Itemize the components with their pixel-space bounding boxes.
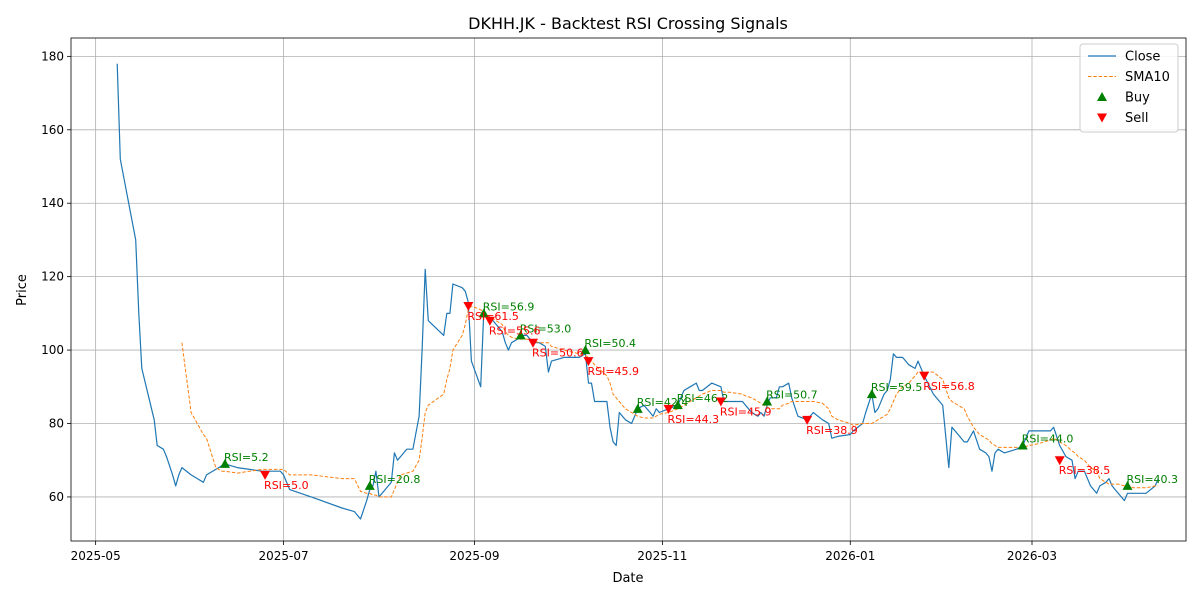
legend-label: Buy (1125, 91, 1150, 106)
sell-marker (583, 357, 594, 367)
legend: Close SMA10 Buy Sell (1079, 43, 1179, 133)
x-tick-label: 2026-01 (825, 549, 875, 563)
sell-marker (484, 316, 495, 326)
buy-rsi-label: RSI=40.3 (1126, 473, 1178, 486)
x-tick-label: 2026-03 (1007, 549, 1057, 563)
y-tick-label: 100 (41, 343, 64, 357)
chart-title: DKHH.JK - Backtest RSI Crossing Signals (468, 14, 788, 33)
buy-rsi-label: RSI=50.7 (766, 388, 818, 401)
sell-marker (260, 470, 271, 480)
sell-rsi-label: RSI=50.6 (532, 347, 584, 360)
sell-rsi-label: RSI=61.5 (467, 310, 519, 323)
signal-markers: RSI=5.2RSI=20.8RSI=56.9RSI=53.0RSI=50.4R… (220, 300, 1178, 492)
plot-frame (70, 37, 1187, 542)
buy-rsi-label: RSI=44.0 (1022, 433, 1074, 446)
y-tick-label: 60 (49, 490, 64, 504)
sell-rsi-label: RSI=5.0 (264, 479, 309, 492)
close-price-line (116, 63, 1159, 520)
sell-rsi-label: RSI=38.5 (1059, 464, 1111, 477)
y-tick-label: 140 (41, 196, 64, 210)
sell-rsi-label: RSI=55.6 (489, 325, 541, 338)
series-layer (116, 63, 1159, 520)
legend-swatch-marker (1097, 113, 1107, 123)
grid (71, 38, 1186, 541)
sell-marker (715, 397, 726, 407)
legend-box (1079, 43, 1179, 133)
legend-label: Sell (1125, 111, 1148, 126)
sell-rsi-label: RSI=45.9 (720, 405, 772, 418)
x-tick-label: 2025-09 (449, 549, 499, 563)
legend-swatch-marker (1097, 92, 1107, 101)
legend-label: Close (1125, 50, 1160, 65)
buy-marker (632, 403, 643, 413)
sell-marker (528, 338, 539, 348)
sell-marker (663, 404, 674, 414)
buy-rsi-label: RSI=5.2 (224, 451, 269, 464)
buy-marker (515, 330, 526, 340)
x-tick-label: 2025-07 (258, 549, 308, 563)
x-tick-label: 2025-05 (71, 549, 121, 563)
buy-marker (220, 458, 231, 468)
buy-marker (672, 400, 683, 410)
buy-rsi-label: RSI=59.5 (871, 381, 923, 394)
buy-rsi-label: RSI=50.4 (584, 337, 636, 350)
buy-marker (1017, 440, 1028, 450)
axes: 2025-05 2025-07 2025-09 2025-11 2026-01 2026-… (41, 49, 1057, 563)
sell-rsi-label: RSI=45.9 (587, 365, 639, 378)
sell-marker (463, 302, 474, 312)
x-tick-label: 2025-11 (637, 549, 687, 563)
buy-marker (1122, 480, 1133, 490)
sell-rsi-label: RSI=44.3 (668, 413, 720, 426)
buy-rsi-label: RSI=46.2 (677, 392, 729, 405)
sell-marker (802, 415, 813, 425)
y-tick-label: 120 (41, 270, 64, 284)
sell-marker (919, 371, 930, 381)
y-tick-label: 80 (49, 417, 64, 431)
sell-marker (1054, 456, 1065, 466)
x-axis-label: Date (612, 571, 643, 586)
sma10-line (181, 305, 1159, 498)
y-tick-label: 160 (41, 123, 64, 137)
buy-marker (580, 345, 591, 355)
y-tick-label: 180 (41, 49, 64, 63)
buy-rsi-label: RSI=56.9 (483, 300, 535, 313)
buy-marker (478, 308, 489, 318)
sell-rsi-label: RSI=38.9 (806, 424, 858, 437)
sell-rsi-label: RSI=56.8 (923, 380, 975, 393)
y-axis-label: Price (15, 274, 30, 306)
buy-marker (364, 480, 375, 490)
buy-rsi-label: RSI=53.0 (520, 322, 572, 335)
buy-marker (762, 396, 773, 406)
buy-marker (866, 389, 877, 399)
legend-label: SMA10 (1125, 70, 1170, 85)
buy-rsi-label: RSI=20.8 (369, 473, 421, 486)
